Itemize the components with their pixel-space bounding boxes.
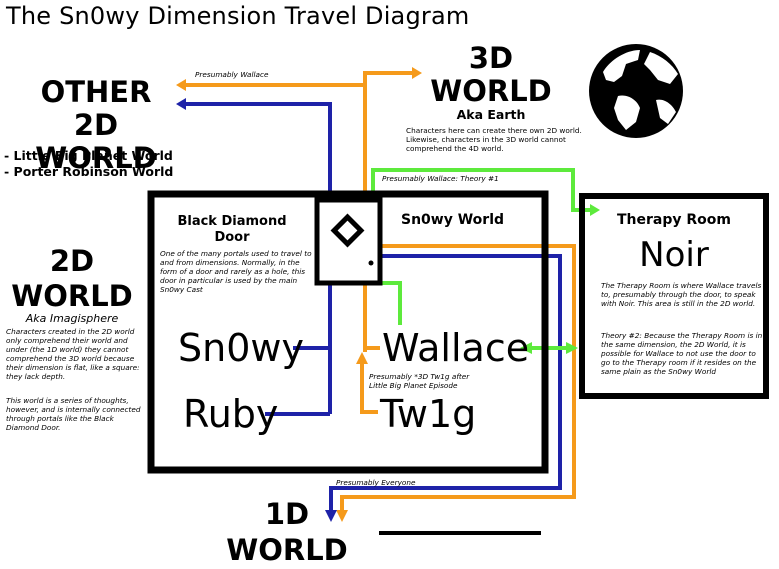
other-2d-item: - Little Big Planet World xyxy=(4,148,173,163)
3d-world-title: 3D WORLD xyxy=(424,42,558,108)
twig-note: Presumably *3D Tw1g after Little Big Pla… xyxy=(369,372,470,390)
orange-route-top xyxy=(182,71,412,200)
sn0wy-world-label: Sn0wy World xyxy=(401,212,505,228)
blue-arrow-other2d xyxy=(176,98,186,110)
blue-route-snowy-ruby xyxy=(265,283,332,416)
other-2d-item: - Porter Robinson World xyxy=(4,164,174,179)
door-diamond-icon xyxy=(330,213,365,248)
orange-arrow-other2d xyxy=(176,79,186,91)
3d-title-line1: 3D xyxy=(468,41,514,75)
3d-world-description: Characters here can create there own 2D … xyxy=(406,126,582,153)
other-2d-items: - Little Big Planet World - Porter Robin… xyxy=(4,148,173,180)
green-route-door-wallace xyxy=(380,281,402,325)
1d-title-line1: 1D xyxy=(264,497,310,531)
green-arrow-left xyxy=(520,342,532,354)
other-2d-title-line1: OTHER 2D xyxy=(40,75,152,142)
orange-route-1d xyxy=(340,244,576,512)
therapy-room-box xyxy=(579,193,769,399)
other-2d-world-title: OTHER 2D WORLD xyxy=(14,76,178,175)
globe-continent xyxy=(603,50,678,130)
other-2d-title-line2: WORLD xyxy=(35,141,157,175)
blue-route-top xyxy=(182,102,332,200)
2d-title-line1: 2D xyxy=(49,244,95,278)
black-diamond-description: One of the many portals used to travel t… xyxy=(160,249,312,294)
2d-world-title: 2D WORLD xyxy=(10,244,134,314)
green-arrow-therapy xyxy=(590,204,600,216)
therapy-description: The Therapy Room is where Wallace travel… xyxy=(601,281,762,308)
character-wallace: Wallace xyxy=(382,326,530,370)
black-diamond-title-line1: Black Diamond xyxy=(177,214,287,229)
sn0wy-world-box xyxy=(147,190,549,474)
door-knob xyxy=(368,260,374,266)
orange-route-twig-up xyxy=(360,362,378,414)
2d-world-description-2: This world is a series of thoughts, howe… xyxy=(6,396,141,432)
2d-world-aka: Aka Imagisphere xyxy=(25,312,119,325)
orange-arrow-3d xyxy=(412,67,422,79)
label-theory1: Presumably Wallace: Theory #1 xyxy=(382,174,499,183)
blue-route-1d xyxy=(329,254,562,512)
orange-arrow-1d xyxy=(336,510,348,522)
black-diamond-door-title: Black Diamond Door xyxy=(164,214,300,246)
blue-arrow-1d xyxy=(325,510,337,522)
therapy-theory2: Theory #2: Because the Therapy Room is i… xyxy=(601,331,763,376)
label-presumably-wallace: Presumably Wallace xyxy=(195,70,269,79)
character-sn0wy: Sn0wy xyxy=(178,326,304,370)
green-arrow-right xyxy=(566,342,578,354)
diagram-title: The Sn0wy Dimension Travel Diagram xyxy=(6,2,470,30)
orange-route-door-twig xyxy=(363,283,380,352)
2d-title-line2: WORLD xyxy=(11,279,133,313)
3d-title-line2: WORLD xyxy=(430,74,552,108)
therapy-noir: Noir xyxy=(639,235,709,275)
black-diamond-title-line2: Door xyxy=(214,230,250,245)
character-twig: Tw1g xyxy=(380,392,477,436)
character-ruby: Ruby xyxy=(183,392,279,436)
orange-arrow-up xyxy=(356,352,368,364)
2d-world-description-1: Characters created in the 2D world only … xyxy=(6,327,140,381)
therapy-room-title: Therapy Room xyxy=(617,212,731,228)
3d-world-aka: Aka Earth xyxy=(456,107,526,122)
1d-title-line2: WORLD xyxy=(226,533,348,567)
1d-world-title: 1D WORLD xyxy=(216,496,358,568)
label-presumably-everyone: Presumably Everyone xyxy=(336,478,416,487)
